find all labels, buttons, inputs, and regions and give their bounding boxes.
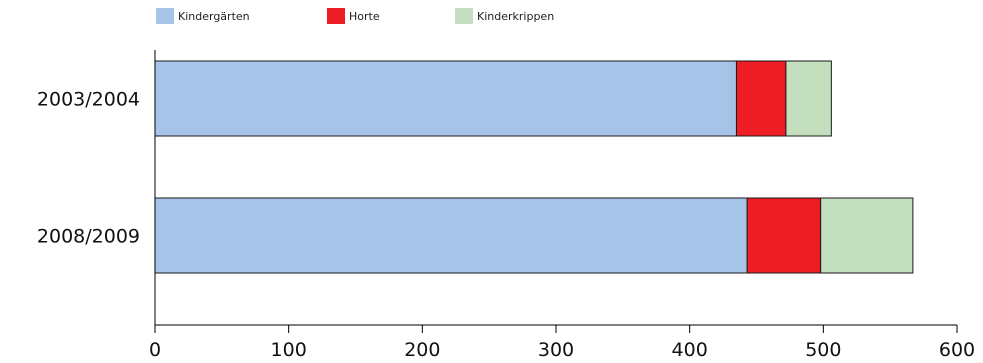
legend-label-kinderkrippen: Kinderkrippen [477,9,555,23]
x-tick-label: 400 [672,339,708,361]
category-labels-group: 2003/2004 2008/2009 [37,89,140,248]
bar-segment-kinderkrippen-2003-2004 [785,60,832,137]
x-tick-label: 300 [538,339,574,361]
legend-swatch-horte [327,8,345,24]
bar-segment-kinderg-rten-2008-2009 [154,197,748,274]
axes-group [154,50,958,333]
x-tick-label: 500 [805,339,841,361]
bars-group [154,60,914,274]
legend-item-horte: Horte [327,8,380,24]
legend-item-kinderkrippen: Kinderkrippen [455,8,554,24]
bar-segment-kinderkrippen-2008-2009 [820,197,914,274]
legend-item-kindergarten: Kindergärten [156,8,250,24]
category-label: 2003/2004 [37,89,140,111]
category-label: 2008/2009 [37,226,140,248]
x-tick-label: 0 [149,339,161,361]
tick-labels-group: 0 100 200 300 400 500 600 [149,339,975,361]
x-tick-label: 100 [271,339,307,361]
legend-swatch-kindergarten [156,8,174,24]
legend-label-kindergarten: Kindergärten [178,9,250,23]
x-tick-label: 200 [404,339,440,361]
legend-swatch-kinderkrippen [455,8,473,24]
x-tick-label: 600 [939,339,975,361]
legend-label-horte: Horte [349,9,380,23]
bar-segment-horte-2003-2004 [735,60,787,137]
bar-segment-horte-2008-2009 [746,197,822,274]
bar-segment-kinderg-rten-2003-2004 [154,60,737,137]
